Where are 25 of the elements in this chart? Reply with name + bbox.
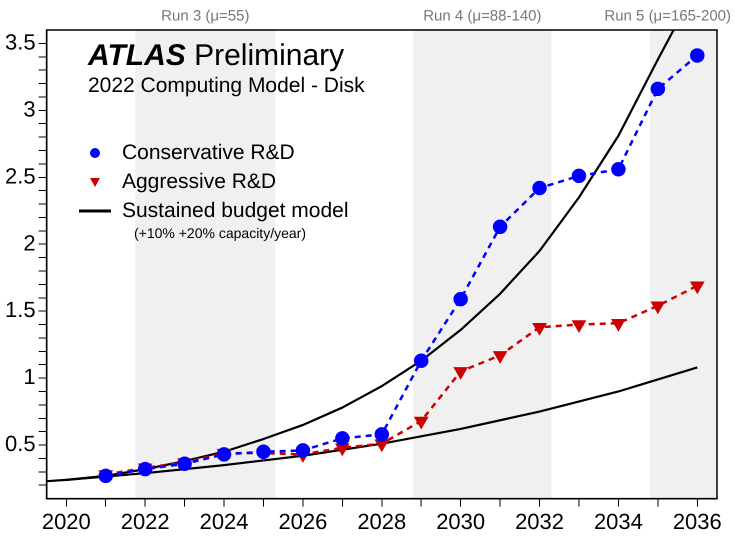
x-tick-label: 2026 bbox=[278, 508, 328, 534]
x-tick-label: 2022 bbox=[120, 508, 170, 534]
band-label: Run 3 (μ=55) bbox=[161, 8, 250, 25]
x-tick-label: 2036 bbox=[672, 508, 722, 534]
y-tick-label: 0.5 bbox=[4, 431, 36, 456]
band-label: Run 4 (μ=88-140) bbox=[423, 8, 542, 25]
y-tick-label: 3 bbox=[23, 96, 36, 122]
text: 2022 Computing Model - Disk bbox=[88, 74, 365, 98]
x-tick-label: 2034 bbox=[594, 508, 643, 534]
x-tick-label: 2024 bbox=[200, 508, 249, 534]
y-tick-label: 1 bbox=[23, 364, 36, 390]
y-tick-label: 1.5 bbox=[4, 297, 36, 322]
annotation: (+10% +20% capacity/year) bbox=[134, 225, 307, 241]
chart-title: ATLAS Preliminary bbox=[88, 39, 344, 72]
band-label: Run 5 (μ=165-200) bbox=[604, 8, 731, 25]
x-tick-label: 2020 bbox=[42, 508, 91, 534]
legend-label: Conservative R&D bbox=[122, 140, 295, 164]
y-tick-label: 2 bbox=[23, 230, 36, 256]
x-tick-label: 2028 bbox=[357, 508, 406, 534]
y-tick-label: 2.5 bbox=[4, 163, 36, 188]
x-tick-label: 2032 bbox=[515, 508, 564, 534]
y-tick-label: 3.5 bbox=[4, 29, 36, 54]
x-tick-label: 2030 bbox=[436, 508, 486, 534]
legend-label: Aggressive R&D bbox=[122, 170, 276, 194]
legend-label: Sustained budget model bbox=[122, 198, 348, 222]
